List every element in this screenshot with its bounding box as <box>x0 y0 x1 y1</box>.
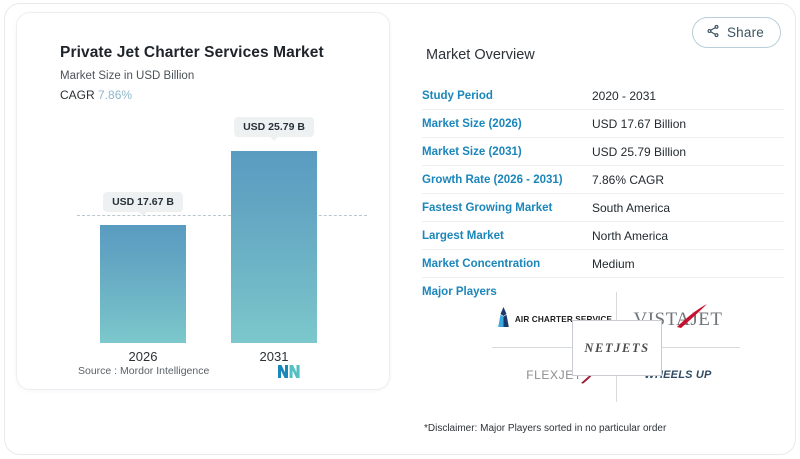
table-row-major-players: Major Players <box>422 278 784 305</box>
bar-column-2031[interactable] <box>231 98 317 343</box>
disclaimer-text: *Disclaimer: Major Players sorted in no … <box>424 423 667 434</box>
bar-value-label-2026: USD 17.67 B <box>103 192 183 216</box>
x-axis-tick-2026: 2026 <box>128 349 158 364</box>
row-value: Medium <box>592 256 635 271</box>
chart-subtitle: Market Size in USD Billion <box>60 70 195 82</box>
row-value: USD 25.79 Billion <box>592 144 687 159</box>
table-row: Market Concentration Medium <box>422 250 784 278</box>
row-value: 2020 - 2031 <box>592 88 657 103</box>
netjets-label: NETJETS <box>584 340 650 355</box>
row-label: Major Players <box>422 285 497 298</box>
share-button[interactable]: Share <box>691 17 781 48</box>
cagr-label: CAGR <box>60 88 95 102</box>
air-charter-service-label: AIR CHARTER SERVICE <box>514 315 613 324</box>
flexjet-label: FLEXJET <box>526 367 582 382</box>
row-value: 7.86% CAGR <box>592 172 665 187</box>
flexjet-swoosh-icon <box>580 366 600 387</box>
share-button-label: Share <box>726 24 764 40</box>
chart-card <box>16 12 390 390</box>
vistajet-swoosh-icon <box>675 303 709 335</box>
table-row: Fastest Growing Market South America <box>422 194 784 222</box>
cagr-value: 7.86% <box>98 88 133 102</box>
major-players-logo-grid: AIR CHARTER SERVICE VISTAJET FLEXJET <box>492 292 740 402</box>
row-value: USD 17.67 Billion <box>592 116 687 131</box>
source-text: Source : Mordor Intelligence <box>78 365 210 377</box>
row-value: South America <box>592 200 671 215</box>
row-label: Market Size (2031) <box>422 145 522 158</box>
table-row: Growth Rate (2026 - 2031) 7.86% CAGR <box>422 166 784 194</box>
mordor-intelligence-logo <box>277 363 301 384</box>
table-row: Largest Market North America <box>422 222 784 250</box>
table-row: Market Size (2026) USD 17.67 Billion <box>422 110 784 138</box>
row-label: Fastest Growing Market <box>422 201 553 214</box>
row-label: Largest Market <box>422 229 504 242</box>
row-label: Market Size (2026) <box>422 117 522 130</box>
market-overview-table: Study Period 2020 - 2031 Market Size (20… <box>422 82 784 305</box>
market-overview-title: Market Overview <box>426 47 535 63</box>
logo-netjets: NETJETS <box>572 320 662 376</box>
bar-2031[interactable] <box>231 151 317 343</box>
chart-title: Private Jet Charter Services Market <box>60 44 324 61</box>
reference-dashed-line <box>77 215 367 216</box>
bar-column-2026[interactable] <box>100 98 186 343</box>
logo-air-charter-service: AIR CHARTER SERVICE <box>492 292 616 347</box>
row-label: Study Period <box>422 89 493 102</box>
bar-2026[interactable] <box>100 225 186 343</box>
bar-value-label-2031: USD 25.79 B <box>234 117 314 141</box>
bars-area <box>16 98 390 343</box>
row-label: Growth Rate (2026 - 2031) <box>422 173 563 186</box>
bar-chart-plot: USD 17.67 B USD 25.79 B 2026 2031 <box>16 12 390 390</box>
table-row: Study Period 2020 - 2031 <box>422 82 784 110</box>
row-value: North America <box>592 228 669 243</box>
chart-cagr: CAGR 7.86% <box>60 88 132 102</box>
share-icon <box>706 24 720 41</box>
table-row: Market Size (2031) USD 25.79 Billion <box>422 138 784 166</box>
logo-flexjet: FLEXJET <box>492 347 616 402</box>
x-axis-tick-2031: 2031 <box>259 349 289 364</box>
air-charter-service-icon <box>496 307 511 332</box>
row-label: Market Concentration <box>422 257 541 270</box>
